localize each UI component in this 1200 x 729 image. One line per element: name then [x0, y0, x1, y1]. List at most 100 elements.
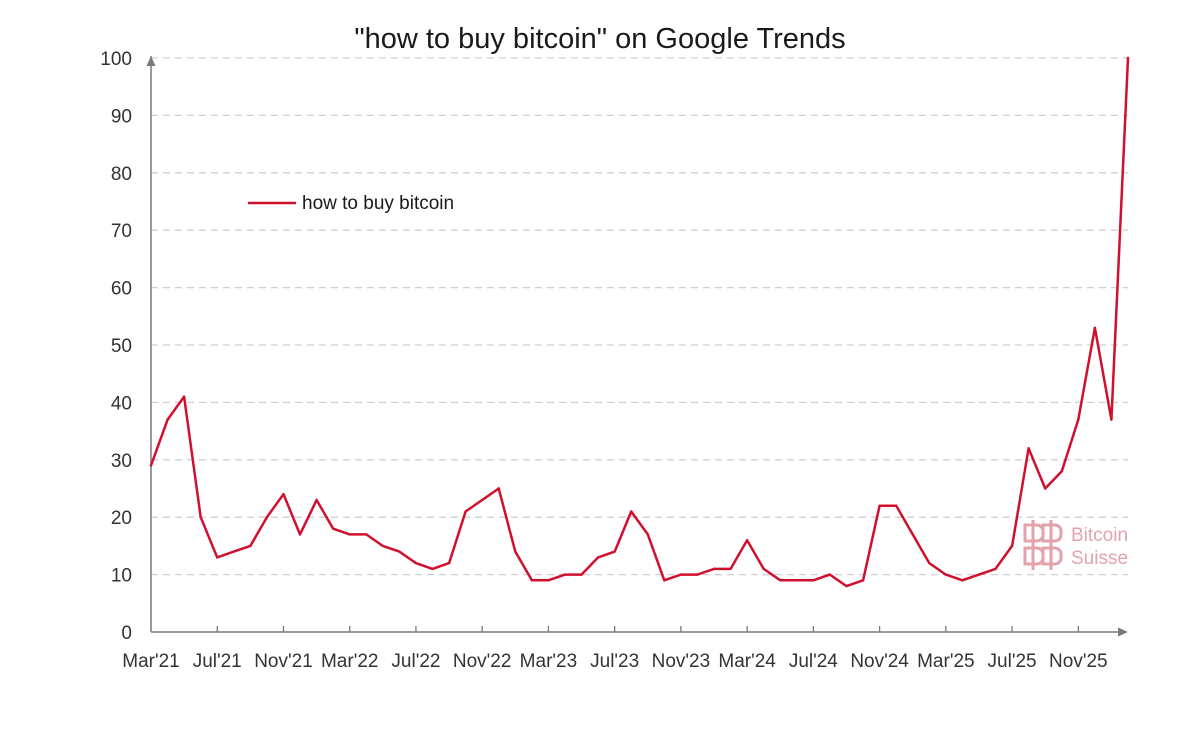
gridlines — [151, 57, 1128, 576]
x-tick-label: Mar'24 — [718, 651, 776, 672]
data-point — [762, 567, 765, 571]
data-point — [149, 464, 153, 467]
data-point — [828, 573, 832, 576]
x-axis-arrow — [1118, 627, 1128, 637]
data-point — [994, 567, 997, 571]
axes — [146, 56, 1128, 637]
data-point — [1093, 326, 1097, 329]
data-point — [199, 516, 202, 519]
data-point — [547, 579, 550, 582]
data-point — [216, 556, 219, 559]
x-tick-label: Nov'25 — [1049, 651, 1108, 672]
data-point — [514, 550, 517, 553]
data-point — [1027, 447, 1030, 450]
x-tick-label: Jul'25 — [988, 651, 1037, 672]
data-point — [1126, 56, 1130, 60]
x-tick-label: Mar'21 — [122, 651, 179, 672]
x-tick-label: Jul'23 — [590, 651, 639, 672]
data-point — [232, 550, 235, 553]
data-point — [464, 510, 467, 513]
data-point — [298, 533, 302, 536]
watermark-line2: Suisse — [1071, 548, 1128, 569]
x-tick-label: Jul'24 — [789, 651, 838, 672]
data-point — [249, 544, 252, 548]
data-point — [315, 498, 318, 502]
y-tick-label-30: 30 — [111, 451, 132, 472]
data-point — [961, 579, 964, 582]
data-point — [812, 579, 815, 582]
y-tick-label-60: 60 — [111, 279, 132, 300]
y-tick-label-0: 0 — [121, 623, 132, 644]
y-tick-label-20: 20 — [111, 508, 132, 529]
data-point — [1010, 544, 1014, 548]
y-tick-label-50: 50 — [111, 336, 132, 357]
data-point — [646, 533, 649, 536]
series-lines — [149, 56, 1130, 588]
data-point — [265, 516, 269, 519]
y-tick-label-40: 40 — [111, 393, 132, 414]
data-point — [182, 395, 186, 398]
x-tick-labels: Mar'21 Jul'21 Nov'21 Mar'22 Jul'22 Nov'22 Mar'… — [122, 651, 1107, 672]
y-tick-label-100: 100 — [100, 49, 132, 70]
data-point — [712, 567, 716, 571]
data-point — [729, 567, 732, 571]
data-point — [348, 533, 351, 536]
data-point — [1044, 487, 1047, 490]
data-point — [845, 584, 848, 588]
data-point — [928, 561, 931, 565]
x-tick-label: Jul'21 — [193, 651, 242, 672]
data-point — [795, 579, 799, 582]
y-axis-arrow — [146, 56, 156, 66]
data-point — [530, 579, 534, 582]
data-point — [779, 579, 782, 582]
data-point — [447, 561, 451, 565]
data-point — [1110, 418, 1113, 421]
data-point — [630, 510, 633, 513]
data-point — [414, 561, 418, 565]
data-point — [381, 544, 385, 548]
data-point — [596, 556, 600, 559]
y-tick-labels: 0 10 20 30 40 50 60 70 80 90 100 — [100, 49, 132, 644]
x-tick-label: Nov'24 — [850, 651, 909, 672]
data-point — [398, 550, 401, 553]
data-point — [878, 504, 881, 507]
x-tick-label: Jul'22 — [391, 651, 440, 672]
x-tick-label: Nov'21 — [254, 651, 313, 672]
data-point — [365, 533, 368, 536]
data-point — [166, 418, 169, 421]
bitcoin-suisse-watermark: Bitcoin Suisse — [1023, 520, 1128, 570]
data-point — [745, 538, 749, 542]
legend-label: how to buy bitcoin — [302, 193, 454, 214]
data-point — [563, 573, 567, 576]
series-line-0 — [149, 56, 1130, 588]
data-point — [613, 550, 616, 553]
data-point — [944, 573, 948, 576]
x-tick-label: Nov'23 — [652, 651, 711, 672]
data-point — [911, 533, 914, 536]
data-point — [679, 573, 683, 576]
data-point — [861, 579, 865, 582]
data-point — [894, 504, 898, 507]
data-point — [331, 527, 335, 530]
chart-title: "how to buy bitcoin" on Google Trends — [354, 23, 845, 55]
y-tick-label-80: 80 — [111, 164, 132, 185]
x-tick-label: Nov'22 — [453, 651, 512, 672]
data-point — [497, 487, 500, 490]
data-point — [282, 493, 285, 496]
bitcoin-suisse-logo-icon — [1023, 520, 1063, 570]
data-point — [480, 498, 484, 502]
data-point — [1060, 470, 1063, 473]
legend: how to buy bitcoin — [248, 193, 454, 214]
data-point — [696, 573, 699, 576]
data-point — [580, 573, 583, 576]
y-tick-label-10: 10 — [111, 566, 132, 587]
data-point — [663, 579, 666, 582]
watermark-line1: Bitcoin — [1071, 525, 1128, 546]
data-point — [431, 567, 434, 571]
y-tick-label-90: 90 — [111, 106, 132, 127]
x-tick-label: Mar'22 — [321, 651, 378, 672]
data-point — [977, 573, 981, 576]
y-tick-label-70: 70 — [111, 221, 132, 242]
x-tick-label: Mar'25 — [917, 651, 974, 672]
